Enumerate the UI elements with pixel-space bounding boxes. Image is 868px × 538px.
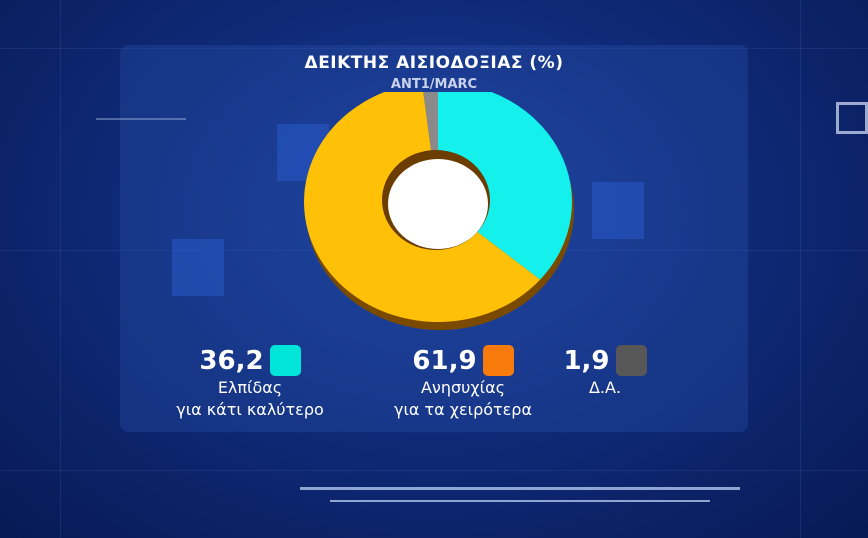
legend-label-line2: για κάτι καλύτερο xyxy=(176,400,324,419)
decorative-square xyxy=(172,239,224,296)
donut-chart xyxy=(304,92,574,330)
legend-swatch-cyan xyxy=(269,345,301,376)
legend-item-hope: 36,2 Ελπίδας για κάτι καλύτερο xyxy=(160,345,340,420)
legend-label-line1: Ελπίδας xyxy=(217,378,283,397)
decorative-bar xyxy=(330,500,710,502)
decorative-square-outline xyxy=(836,102,868,134)
decorative-bar xyxy=(300,487,740,490)
donut-hole xyxy=(388,159,488,249)
legend-item-worry: 61,9 Ανησυχίας για τα χειρότερα xyxy=(378,345,548,420)
legend-value: 1,9 xyxy=(563,345,610,376)
background-line xyxy=(0,48,868,49)
background-line xyxy=(800,0,801,538)
legend-value: 61,9 xyxy=(412,345,477,376)
legend-item-no-answer: 1,9 Δ.Α. xyxy=(555,345,655,398)
decorative-square xyxy=(592,182,644,239)
slice-hope xyxy=(438,92,572,280)
background-line xyxy=(0,470,868,471)
legend-swatch-orange xyxy=(482,345,514,376)
chart-subtitle: ANT1/MARC xyxy=(390,77,478,92)
legend-value: 36,2 xyxy=(199,345,264,376)
legend-swatch-gray xyxy=(615,345,647,376)
decorative-bar xyxy=(96,118,186,120)
chart-title: ΔΕΙΚΤΗΣ ΑΙΣΙΟΔΟΞΙΑΣ (%) xyxy=(304,53,564,73)
background-line xyxy=(60,0,61,538)
legend-label-line1: Ανησυχίας xyxy=(420,378,505,397)
legend-label-line2: για τα χειρότερα xyxy=(393,400,532,419)
legend-label-line1: Δ.Α. xyxy=(588,378,622,397)
